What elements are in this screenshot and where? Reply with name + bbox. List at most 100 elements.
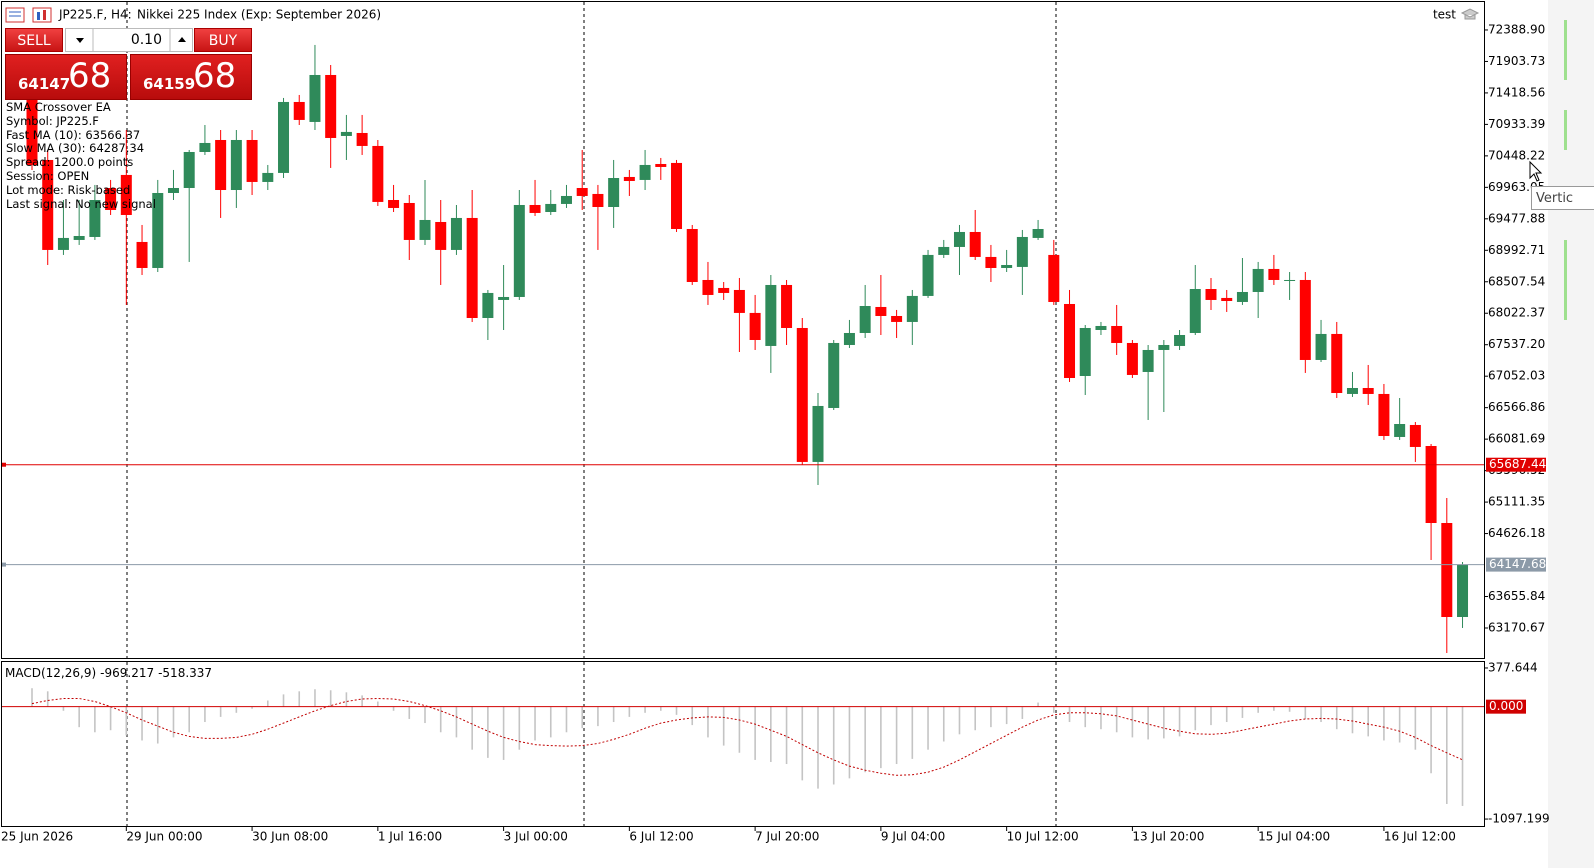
candle-body [246,139,258,182]
candle-body [293,101,305,120]
icon-bar [43,10,46,20]
candle-body [1425,445,1437,523]
candle-body [372,145,384,202]
candle-body [1378,393,1390,437]
y-tick-label: 69963.05 [1488,180,1545,194]
y-tick-label: 69477.88 [1488,211,1545,225]
macd-label: MACD(12,26,9) -969.217 -518.337 [5,666,212,680]
x-tick-label: 13 Jul 20:00 [1132,830,1204,844]
candle-body [765,284,777,346]
candle-body [482,292,494,318]
sell-button[interactable]: SELL [5,28,63,52]
candle-body [1064,303,1076,379]
buy-price-main: 64159 [143,75,196,93]
candle-body [1126,342,1138,375]
price-line-end [2,562,6,567]
candle-body [1079,327,1091,376]
candle-body [1174,334,1186,346]
buy-price[interactable]: 64159 68 [130,54,252,100]
candle-body [828,342,840,408]
candle-body [749,312,761,340]
candle-body [623,176,635,181]
y-tick-label: 63655.84 [1488,589,1545,603]
candle-body [167,187,179,193]
x-tick-label: 15 Jul 04:00 [1258,830,1330,844]
price-label-box [1486,557,1546,572]
candle-body [1032,228,1044,238]
candle-body [1409,424,1421,447]
info-line: Session: OPEN [6,168,90,183]
trade-panel: SELL 0.10 BUY 64147 68 64159 68 [5,28,252,100]
chart-icon[interactable] [32,7,52,23]
candle-body [639,164,651,180]
info-line: Slow MA (30): 64287.34 [6,141,145,156]
candle-body [356,132,368,146]
candle-body [57,237,69,250]
candle-body [906,295,918,322]
lot-box[interactable]: 0.10 [65,28,193,52]
symbol-label: JP225.F, H4: [58,8,132,22]
lot-value[interactable]: 0.10 [130,32,162,48]
y-tick-label: 70448.22 [1488,148,1545,162]
candle-body [278,101,290,173]
candle-body [1016,236,1028,267]
candle-body [576,187,588,196]
candle-body [498,296,510,300]
candle-body [1284,279,1296,281]
lot-up[interactable] [178,37,186,42]
candle-body [513,204,525,297]
candle-body [1111,325,1123,343]
signal-line [31,697,1463,776]
candle-body [655,163,667,167]
price-line-end [2,462,6,467]
main-frame [1,1,1485,659]
side-panel [1548,0,1594,868]
buy-button[interactable]: BUY [194,28,252,52]
ea-info: SMA Crossover EA Symbol: JP225.F Fast MA (… [6,100,156,211]
x-tick-label: 3 Jul 00:00 [504,830,568,844]
candle-body [89,199,101,237]
candle-body [309,74,321,122]
candle-body [891,315,903,322]
candle-body [120,174,132,215]
lot-down[interactable] [76,38,84,43]
y-tick-label: 68507.54 [1488,274,1545,288]
y-tick-label: -1097.199 [1488,812,1550,826]
candle-body [1331,333,1343,393]
candle-body [419,219,431,240]
candle-body [545,203,557,212]
candle-body [1221,297,1233,302]
x-tick-label: 30 Jun 08:00 [252,830,328,844]
menu-icon[interactable] [5,7,25,23]
zero-label-box [1486,699,1526,714]
candle-body [1268,268,1280,280]
y-tick-label: 0.000 [1489,699,1523,713]
candle-body [1394,424,1406,437]
candle-body [718,287,730,293]
side-indicator [1564,20,1567,80]
y-tick-label: 65111.35 [1488,495,1545,509]
candle-body [73,235,85,240]
candle-body [859,305,871,333]
y-tick-label: 66081.69 [1488,432,1545,446]
candle-body [702,279,714,295]
candle-body [183,151,195,188]
y-tick-label: 70933.39 [1488,117,1545,131]
candle-body [262,172,274,182]
candle-body [26,99,38,165]
price-label: 65687.44 [1489,457,1546,471]
y-tick-label: 71418.56 [1488,85,1545,99]
candle-body [215,139,227,191]
candle-body [1189,289,1201,333]
macd-label-part: MACD(12,26,9) [5,666,96,680]
y-tick-label: 64626.18 [1488,526,1545,540]
y-tick-label: 68022.37 [1488,306,1545,320]
account-label: test [1433,8,1456,22]
y-tick-label: 63170.67 [1488,620,1545,634]
sell-price[interactable]: 64147 68 [5,54,127,100]
info-line: Lot mode: Risk-based [6,182,131,197]
icon-bar [37,12,40,20]
x-tick-label: 9 Jul 04:00 [881,830,945,844]
